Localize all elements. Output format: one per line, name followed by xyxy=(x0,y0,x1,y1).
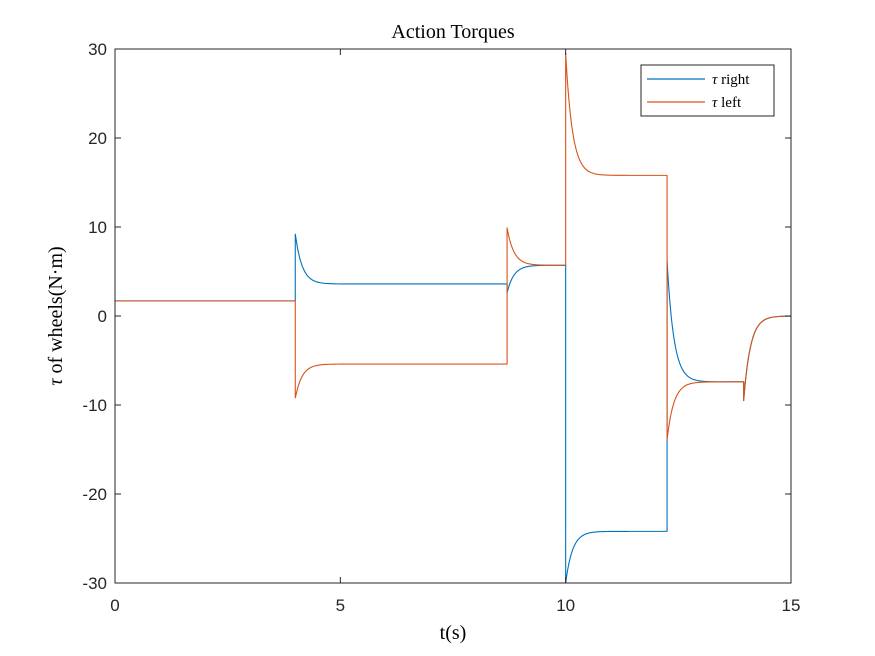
y-tick-label: -10 xyxy=(82,396,107,415)
y-tick-label: -30 xyxy=(82,574,107,593)
axis-ticks xyxy=(114,48,792,584)
legend-box xyxy=(640,64,775,117)
x-tick-label: 15 xyxy=(782,596,801,615)
y-tick-label: -20 xyxy=(82,485,107,504)
x-tick-label: 5 xyxy=(336,596,345,615)
x-tick-label: 0 xyxy=(110,596,119,615)
y-axis-label-symbol: τ xyxy=(45,378,67,386)
series-line-left xyxy=(115,52,792,441)
y-axis-label: τ of wheels(N·m) xyxy=(45,246,67,385)
chart-title: Action Torques xyxy=(391,21,514,43)
y-tick-label: 30 xyxy=(88,40,107,59)
legend: τ right τ left xyxy=(640,64,775,117)
x-tick-labels: 0 5 10 15 xyxy=(110,596,800,615)
y-tick-label: 10 xyxy=(88,218,107,237)
y-tick-label: 20 xyxy=(88,129,107,148)
y-axis-label-text: of wheels(N·m) xyxy=(45,246,67,373)
x-axis-label: t(s) xyxy=(440,622,467,644)
series-lines xyxy=(115,52,792,584)
plot-area xyxy=(115,49,791,583)
legend-entry-right: τ right xyxy=(712,72,750,88)
y-tick-label: 0 xyxy=(98,307,107,326)
y-tick-labels: 30 20 10 0 -10 -20 -30 xyxy=(82,40,107,593)
x-tick-label: 10 xyxy=(556,596,575,615)
legend-entry-left: τ left xyxy=(712,95,742,111)
